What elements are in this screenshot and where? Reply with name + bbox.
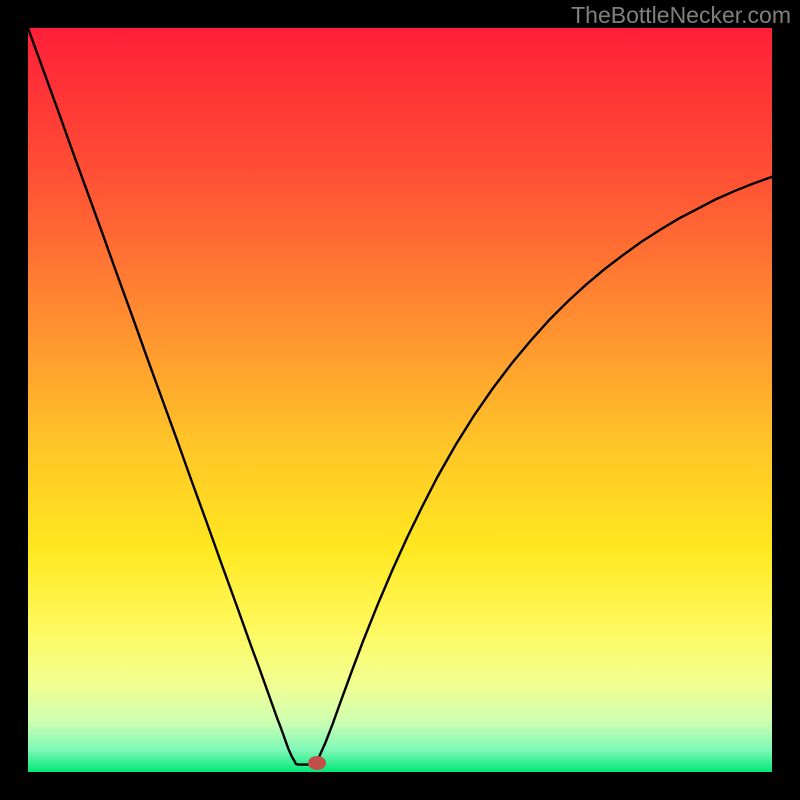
watermark-text: TheBottleNecker.com [571,2,791,29]
chart-container: TheBottleNecker.com [0,0,800,800]
plot-frame [0,0,800,800]
